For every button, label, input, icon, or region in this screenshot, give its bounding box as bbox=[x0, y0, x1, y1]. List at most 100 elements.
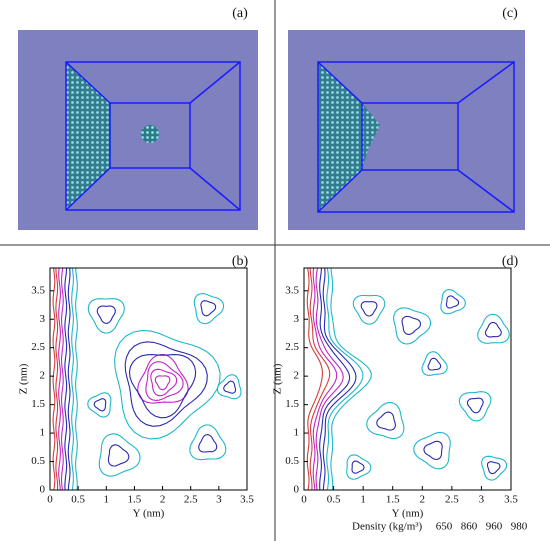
contours bbox=[52, 267, 242, 491]
contour-line bbox=[466, 397, 484, 414]
contour-line bbox=[189, 424, 227, 461]
contour-line bbox=[124, 341, 208, 427]
contour-plot: 0 0.5 1 1.5 2 2.5 3 3.5 0 0.5 1 1.5 2 2.5 3 3.5 Y (nm) Z … bbox=[272, 267, 518, 520]
contour-line bbox=[427, 357, 442, 371]
contour-line bbox=[87, 298, 125, 334]
contour-line bbox=[107, 444, 130, 467]
x-tick-label: 0 bbox=[301, 494, 307, 506]
contour-line bbox=[458, 391, 492, 422]
contour-line bbox=[64, 267, 68, 491]
contour-line bbox=[58, 267, 61, 491]
contour-line bbox=[223, 380, 237, 394]
y-tick-label: 2 bbox=[40, 370, 46, 382]
y-tick-label: 1 bbox=[40, 427, 46, 439]
x-tick-label: 3.5 bbox=[240, 494, 254, 506]
contour-line bbox=[477, 313, 510, 344]
contour-line bbox=[87, 392, 112, 418]
legend-entry: 980 bbox=[511, 521, 528, 533]
contour-line bbox=[216, 374, 242, 400]
contour-line bbox=[330, 267, 372, 491]
contour-line bbox=[486, 461, 501, 475]
contour-line bbox=[360, 301, 378, 317]
contour-line bbox=[154, 375, 171, 391]
x-axis-label: Y (nm) bbox=[392, 508, 424, 520]
contour-line bbox=[352, 294, 386, 325]
legend-entry: 960 bbox=[486, 521, 503, 533]
y-tick-label: 3 bbox=[40, 313, 46, 325]
contour-line bbox=[346, 454, 372, 480]
y-tick-label: 0 bbox=[294, 484, 300, 496]
contour-line bbox=[351, 460, 365, 474]
contour-line bbox=[366, 402, 405, 440]
legend-title: Density (kg/m³) bbox=[352, 521, 423, 533]
x-tick-label: 2.5 bbox=[184, 494, 198, 506]
contour-line bbox=[55, 267, 59, 491]
y-axis-label: Z (nm) bbox=[272, 363, 284, 394]
contour-line bbox=[322, 267, 357, 491]
y-tick-label: 2 bbox=[294, 370, 300, 382]
legend-entry: 650 bbox=[436, 521, 453, 533]
contour-line bbox=[198, 434, 218, 453]
contour-line bbox=[150, 368, 178, 397]
y-tick-label: 1.5 bbox=[31, 398, 45, 410]
y-tick-label: 1 bbox=[294, 427, 300, 439]
contour-line bbox=[423, 440, 443, 461]
y-tick-label: 0.5 bbox=[285, 455, 299, 467]
contour-line bbox=[98, 433, 141, 477]
panel-label: (d) bbox=[502, 254, 519, 269]
y-tick-label: 3.5 bbox=[31, 284, 45, 296]
snapshot bbox=[288, 30, 525, 230]
contour-line bbox=[445, 295, 460, 309]
y-tick-label: 1.5 bbox=[285, 398, 299, 410]
x-tick-label: 2.5 bbox=[445, 494, 459, 506]
x-tick-label: 0.5 bbox=[327, 494, 341, 506]
contours bbox=[306, 267, 510, 491]
plot-frame bbox=[303, 267, 512, 491]
contour-line bbox=[440, 289, 466, 315]
contour-line bbox=[393, 307, 432, 345]
contour-plot: 0 0.5 1 1.5 2 2.5 3 3.5 0 0.5 1 1.5 2 2.5 3 3.5 Y (nm) Z … bbox=[18, 267, 254, 520]
panel-label: (b) bbox=[232, 254, 249, 269]
contour-line bbox=[75, 267, 78, 491]
x-tick-label: 1.5 bbox=[128, 494, 142, 506]
x-tick-label: 0.5 bbox=[71, 494, 85, 506]
contour-line bbox=[200, 300, 217, 317]
contour-line bbox=[312, 267, 338, 491]
y-tick-label: 2.5 bbox=[285, 341, 299, 353]
x-tick-label: 3 bbox=[479, 494, 485, 506]
x-tick-label: 0 bbox=[47, 494, 53, 506]
contour-line bbox=[326, 267, 364, 491]
contour-line bbox=[52, 267, 56, 491]
x-axis-label: Y (nm) bbox=[133, 508, 165, 520]
contour-line bbox=[376, 411, 396, 431]
contour-line bbox=[60, 267, 64, 491]
x-tick-label: 1.5 bbox=[386, 494, 400, 506]
contour-line bbox=[96, 305, 116, 324]
y-tick-label: 3 bbox=[294, 313, 300, 325]
contour-line bbox=[193, 293, 225, 325]
x-tick-label: 1 bbox=[360, 494, 366, 506]
contour-line bbox=[137, 353, 189, 404]
contour-line bbox=[319, 267, 351, 491]
x-tick-label: 1 bbox=[104, 494, 110, 506]
y-tick-label: 0.5 bbox=[31, 455, 45, 467]
plot-frame bbox=[49, 267, 248, 491]
contour-line bbox=[421, 351, 448, 376]
panel-label: (a) bbox=[232, 6, 248, 21]
contour-line bbox=[484, 321, 502, 338]
contour-line bbox=[128, 354, 197, 419]
contour-line bbox=[67, 267, 71, 491]
contour-line bbox=[413, 431, 451, 470]
x-tick-label: 3 bbox=[216, 494, 222, 506]
legend-entry: 860 bbox=[461, 521, 478, 533]
y-axis-label: Z (nm) bbox=[18, 363, 30, 394]
panel-label: (c) bbox=[502, 6, 518, 21]
contour-line bbox=[306, 267, 323, 491]
y-tick-label: 3.5 bbox=[285, 284, 299, 296]
contour-line bbox=[401, 315, 422, 335]
snapshot bbox=[18, 30, 258, 230]
contour-line bbox=[71, 267, 74, 491]
x-tick-label: 2 bbox=[160, 494, 166, 506]
contour-line bbox=[315, 267, 344, 491]
